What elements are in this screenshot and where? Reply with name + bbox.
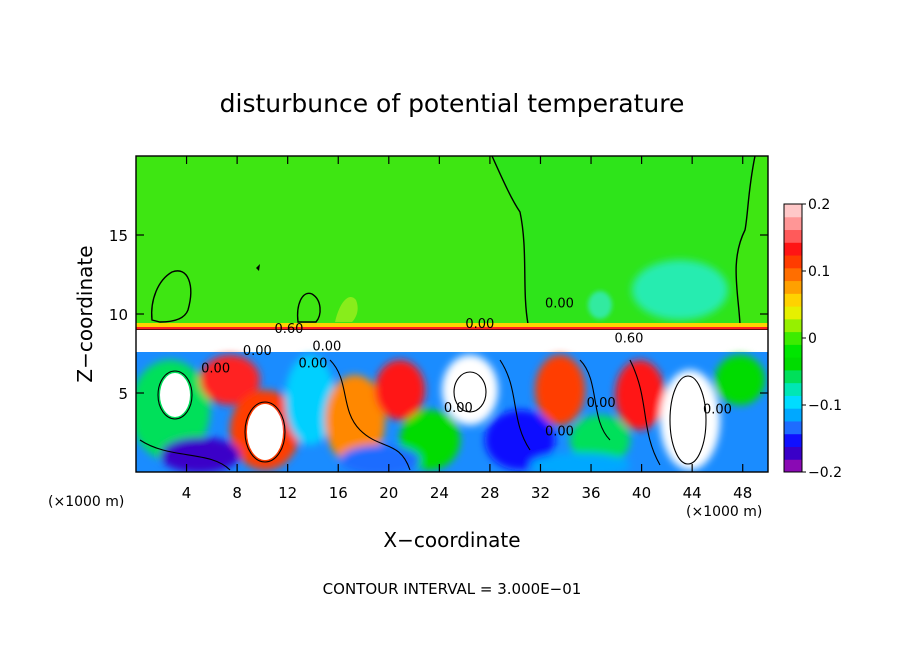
y-axis-label: Z−coordinate [73,245,97,382]
colorbar-swatch [784,242,802,256]
bump-contour [335,296,358,322]
x-unit-right: (×1000 m) [686,504,762,520]
lower-contours [139,359,707,471]
colorbar [784,204,802,473]
colorbar-tick-label: 0 [808,331,817,347]
contour-label: 0.00 [587,396,616,411]
colorbar-tick-label: 0.2 [808,197,830,213]
inversion-band-red [136,327,768,330]
chart-title: disturbunce of potential temperature [220,89,685,118]
bump-contour [296,292,321,323]
colorbar-swatch [784,459,802,473]
y-tick-label: 15 [109,227,128,245]
colorbar-swatch [784,318,802,333]
colorbar-swatch [784,420,802,435]
colorbar-swatch [784,204,802,218]
contour-label-group: 0.600.000.000.000.000.000.000.000.000.00… [201,297,732,440]
colorbar-swatch [784,280,802,294]
y-tick-label: 10 [109,306,128,324]
colorbar-swatch [784,293,802,307]
colorbar-swatch [784,229,802,243]
colorbar-tick-label: −0.2 [808,465,842,481]
cyan-anomaly [588,291,612,319]
x-tick-label: 12 [278,484,297,502]
bump-contour [151,270,192,323]
x-tick-label: 28 [480,484,499,502]
x-axis: 4 8 12 16 20 24 28 32 36 40 44 48 [182,156,752,502]
inversion-band-yellow [136,323,768,327]
dip-contour [256,264,260,271]
contour-label: 0.00 [703,403,732,418]
colorbar-swatch [784,331,802,345]
colorbar-swatch [784,267,802,282]
colorbar-swatch [784,344,802,358]
contour-label: 0.60 [614,331,643,346]
x-tick-label: 20 [379,484,398,502]
colorbar-swatch [784,446,802,460]
contour-label: 0.00 [444,401,473,416]
cyan-anomaly [632,260,728,320]
x-axis-label: X−coordinate [383,528,520,552]
x-tick-label: 40 [632,484,651,502]
colorbar-swatch [784,408,802,422]
contour-interval-note: CONTOUR INTERVAL = 3.000E−01 [323,580,582,598]
colorbar-swatch [784,369,802,384]
colorbar-tick-label: 0.1 [808,264,830,280]
colorbar-swatch [784,433,802,447]
x-tick-label: 16 [329,484,348,502]
contour-label: 0.00 [201,361,230,376]
colorbar-swatch [784,306,802,320]
x-tick-label: 32 [531,484,550,502]
x-unit-left: (×1000 m) [48,494,124,510]
colorbar-tick-label: −0.1 [808,398,842,414]
colorbar-swatch [784,395,802,409]
colorbar-swatch [784,255,802,269]
colorbar-swatch [784,216,802,231]
x-tick-label: 24 [430,484,449,502]
y-axis: 5 10 15 [109,227,768,403]
white-cores [160,373,704,462]
colorbar-swatch [784,357,802,371]
contour-label: 0.00 [545,425,574,440]
x-tick-label: 36 [581,484,600,502]
contour-label: 0.00 [465,317,494,332]
x-tick-label: 4 [182,484,192,502]
colorbar-ticks: 0.2 0.1 0 −0.1 −0.2 [802,197,842,481]
contour-label: 0.60 [274,322,303,337]
contour-label: 0.00 [545,297,574,312]
contour-label: 0.00 [243,344,272,359]
contour-label: 0.00 [298,357,327,372]
contour-label: 0.00 [312,339,341,354]
colorbar-swatch [784,382,802,396]
x-tick-label: 8 [232,484,242,502]
x-tick-label: 48 [733,484,752,502]
y-tick-label: 5 [118,385,128,403]
x-tick-label: 44 [683,484,702,502]
wave-region [136,330,768,352]
plot-field: 0.600.000.000.000.000.000.000.000.000.00… [136,156,768,472]
